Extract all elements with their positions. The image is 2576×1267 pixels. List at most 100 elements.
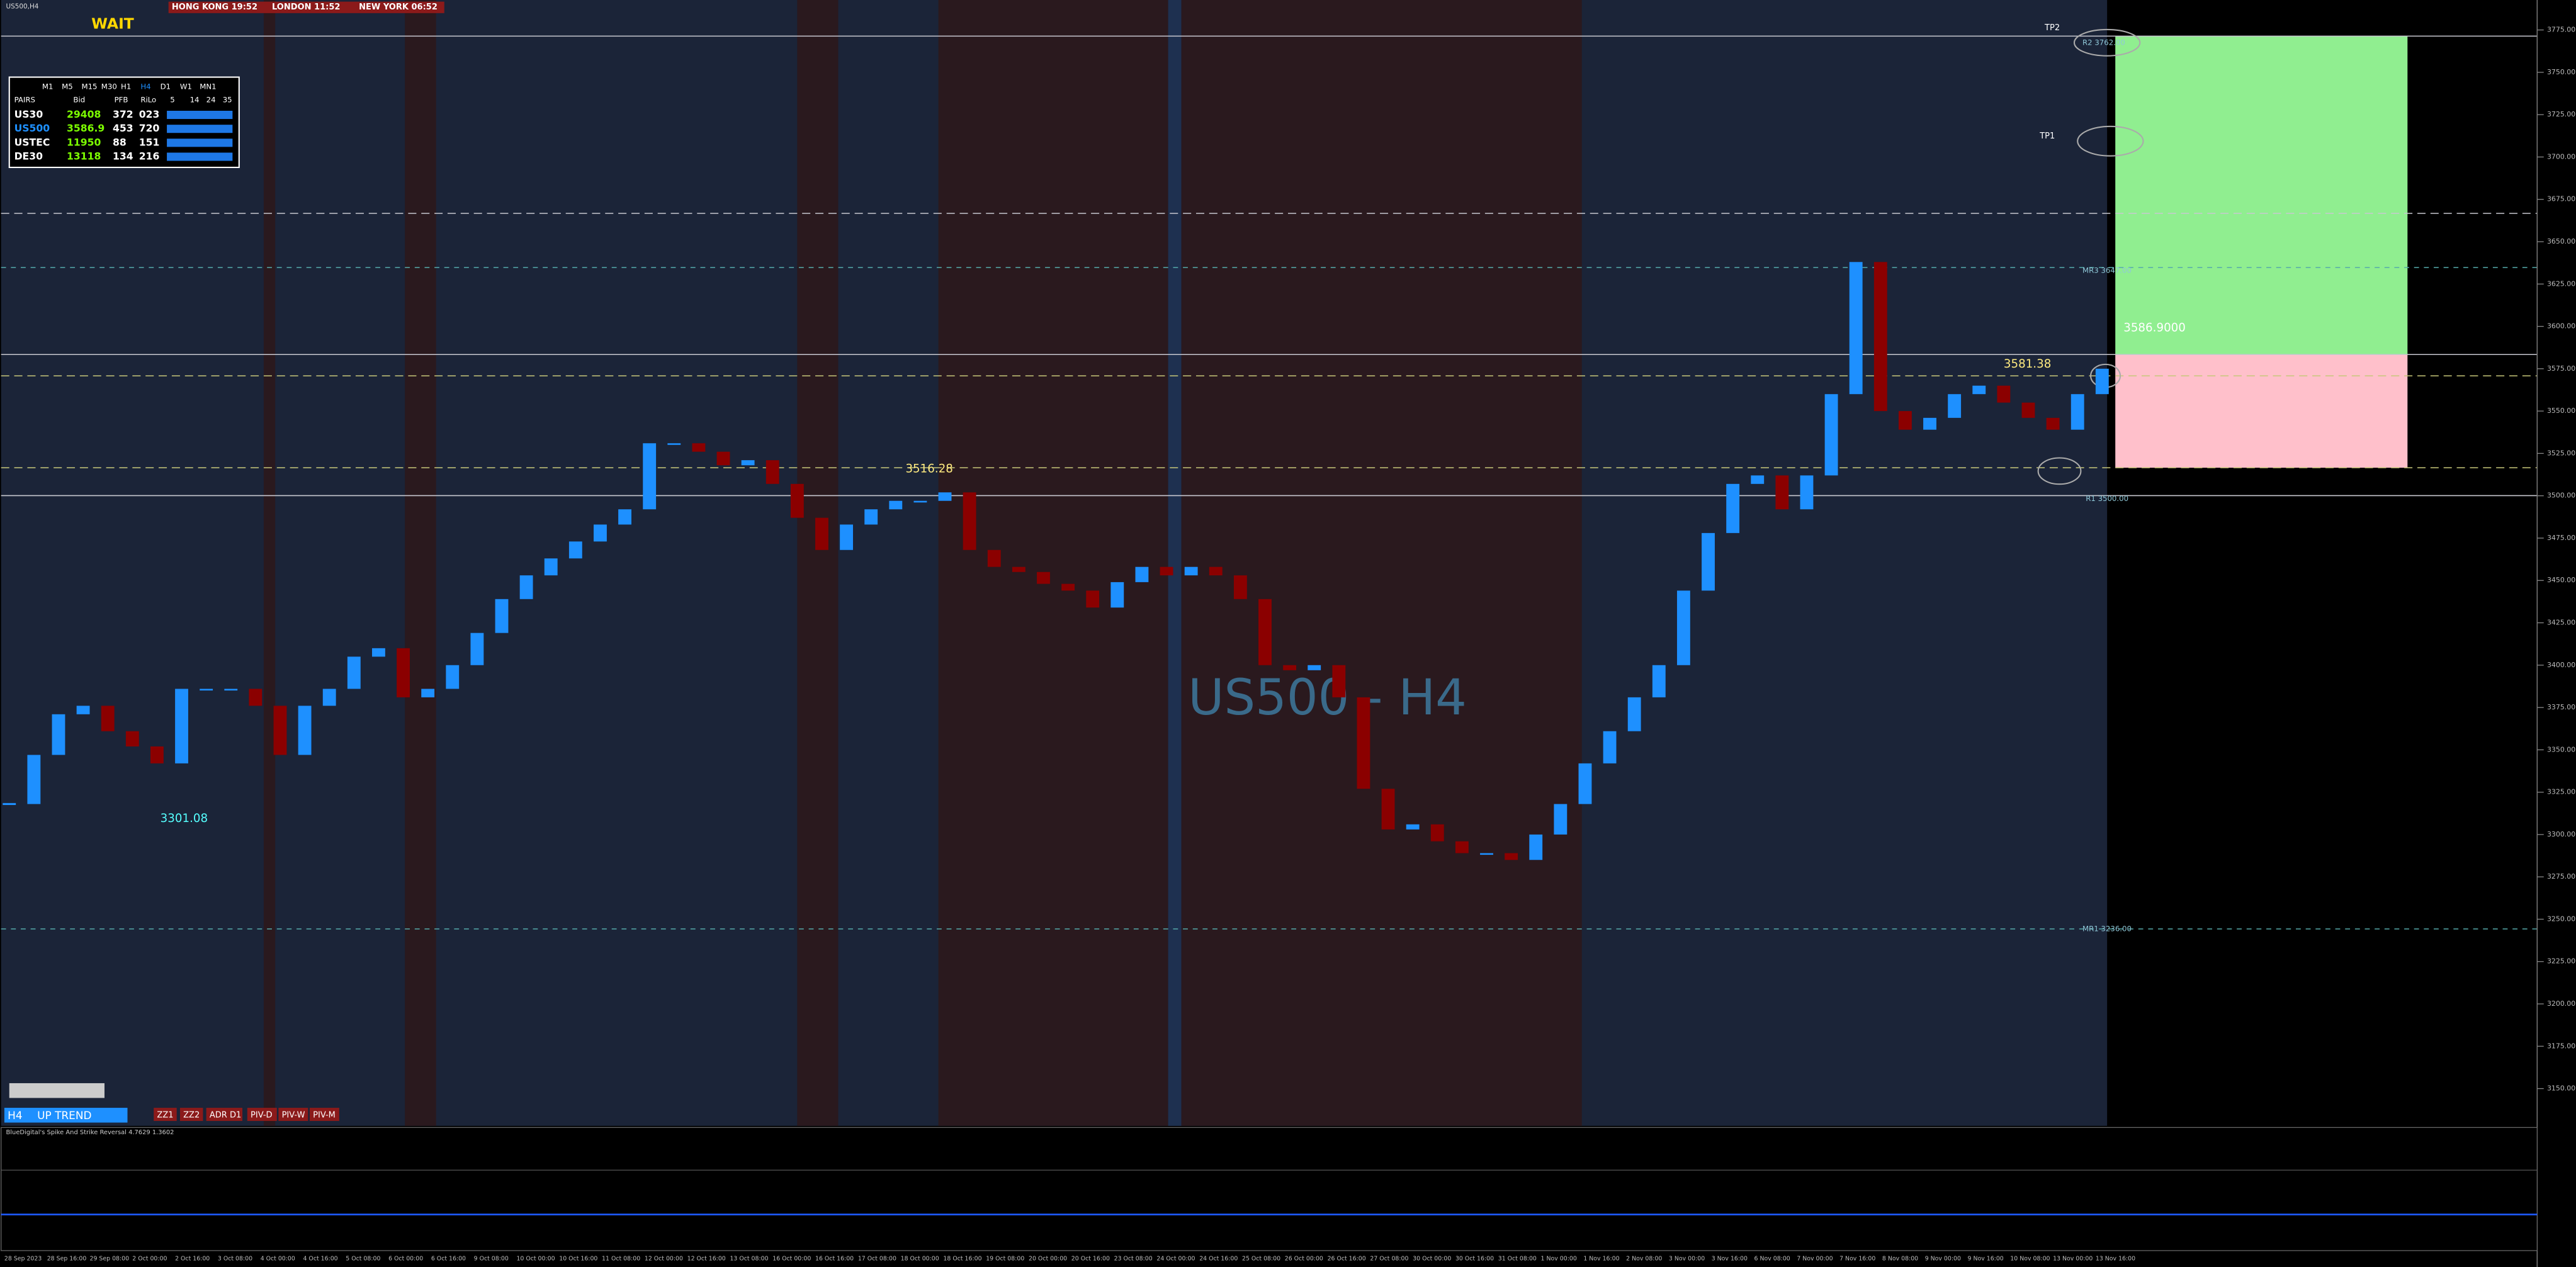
- x-tick-label: 30 Oct 00:00: [1413, 1255, 1451, 1262]
- x-tick-label: 4 Oct 16:00: [303, 1255, 337, 1262]
- cell: 29408: [67, 108, 101, 120]
- candle: [347, 656, 361, 689]
- strength-bars: [167, 152, 233, 161]
- indicator-button-label[interactable]: ADR D1: [210, 1110, 241, 1120]
- y-tick-label: 3150.00: [2547, 1084, 2575, 1093]
- candle: [519, 575, 533, 599]
- candle: [1332, 665, 1346, 697]
- candle: [1775, 475, 1789, 510]
- candle: [864, 509, 878, 525]
- session-clock: NEW YORK 06:52: [359, 3, 438, 12]
- y-tick-label: 3200.00: [2547, 1000, 2575, 1008]
- candle: [224, 689, 238, 691]
- indicator-button-label[interactable]: ZZ1: [157, 1110, 173, 1120]
- indicator-button[interactable]: [247, 1108, 277, 1121]
- y-tick-label: 3525.00: [2547, 449, 2575, 457]
- x-tick-label: 6 Oct 16:00: [431, 1255, 466, 1262]
- x-tick-label: 18 Oct 00:00: [901, 1255, 939, 1262]
- candle: [765, 460, 779, 484]
- annotation: 3581.38: [2004, 358, 2051, 371]
- candle: [1578, 763, 1592, 804]
- candle: [815, 517, 828, 550]
- column-header: PAIRS: [14, 96, 35, 104]
- candle: [1037, 572, 1050, 584]
- candle: [1086, 590, 1100, 608]
- x-tick-label: 12 Oct 16:00: [687, 1255, 726, 1262]
- candle: [1603, 731, 1617, 763]
- candle: [692, 443, 706, 452]
- column-header: 14: [190, 96, 200, 104]
- status: WAIT: [91, 15, 134, 33]
- candle: [1652, 665, 1666, 697]
- indicator-button-label[interactable]: PIV-D: [251, 1110, 273, 1120]
- y-tick-label: 3225.00: [2547, 957, 2575, 966]
- candle: [716, 451, 730, 466]
- x-tick-label: 16 Oct 00:00: [772, 1255, 811, 1262]
- indicator-button[interactable]: [278, 1108, 308, 1121]
- x-tick-label: 16 Oct 16:00: [815, 1255, 854, 1262]
- indicator-button-label[interactable]: ZZ2: [183, 1110, 200, 1120]
- x-tick-label: 6 Oct 00:00: [388, 1255, 423, 1262]
- candle: [1505, 853, 1518, 860]
- pair: DE30: [14, 150, 43, 162]
- indicator-button[interactable]: [206, 1108, 243, 1121]
- cell: 720: [139, 122, 160, 134]
- candle: [2095, 368, 2109, 395]
- candle: [1308, 665, 1321, 670]
- x-tick-label: 31 Oct 08:00: [1498, 1255, 1537, 1262]
- y-tick-label: 3725.00: [2547, 110, 2575, 118]
- candle: [446, 665, 460, 689]
- y-tick-label: 3475.00: [2547, 534, 2575, 542]
- x-tick-label: 7 Nov 00:00: [1797, 1255, 1833, 1262]
- y-tick-label: 3425.00: [2547, 618, 2575, 626]
- candle: [1873, 262, 1887, 412]
- column-header: RiLo: [140, 96, 156, 104]
- take-profit-zone: [2115, 36, 2408, 355]
- stop-loss-zone: [2115, 354, 2408, 468]
- candle: [1554, 804, 1568, 835]
- candle: [568, 541, 582, 559]
- indicator-button[interactable]: [179, 1108, 203, 1121]
- x-tick-label: 26 Oct 00:00: [1285, 1255, 1323, 1262]
- pair: USTEC: [14, 136, 50, 148]
- session-clock: LONDON 11:52: [272, 3, 341, 12]
- candle: [125, 731, 139, 746]
- candle: [1357, 697, 1370, 789]
- candle: [101, 706, 115, 731]
- window-title: US500,H4: [6, 3, 39, 10]
- x-tick-label: 7 Nov 16:00: [1839, 1255, 1875, 1262]
- candle: [470, 633, 484, 665]
- pair: US500: [14, 122, 50, 134]
- y-tick-label: 3625.00: [2547, 279, 2575, 288]
- annotation: 3586.9000: [2123, 322, 2186, 335]
- candle: [913, 500, 927, 503]
- candle: [963, 492, 976, 550]
- indicator-button[interactable]: [309, 1108, 339, 1121]
- timeframe: M5: [62, 82, 73, 91]
- y-tick-label: 3750.00: [2547, 68, 2575, 76]
- indicator-button-label[interactable]: PIV-M: [313, 1110, 336, 1120]
- x-tick-label: 17 Oct 08:00: [858, 1255, 896, 1262]
- x-tick-label: 10 Nov 08:00: [2010, 1255, 2050, 1262]
- candle: [1997, 385, 2011, 403]
- timeframe: D1: [161, 82, 171, 91]
- x-tick-label: 27 Oct 08:00: [1370, 1255, 1408, 1262]
- candle: [421, 689, 435, 697]
- x-tick-label: 30 Oct 16:00: [1455, 1255, 1494, 1262]
- x-tick-label: 9 Oct 08:00: [474, 1255, 509, 1262]
- candle: [1406, 824, 1420, 830]
- dashboard-box: [8, 76, 240, 169]
- candle: [372, 648, 385, 657]
- indicator-button[interactable]: [154, 1108, 177, 1121]
- y-tick-label: 3350.00: [2547, 745, 2575, 753]
- level-lines: [1, 35, 2538, 930]
- x-tick-label: 6 Nov 08:00: [1754, 1255, 1790, 1262]
- indicator-button-label[interactable]: PIV-W: [282, 1110, 305, 1120]
- candle: [2046, 417, 2060, 430]
- candle: [790, 483, 804, 518]
- candle: [1430, 824, 1444, 842]
- candle: [52, 714, 65, 755]
- cell: 216: [139, 150, 160, 162]
- cell: 13118: [67, 150, 101, 162]
